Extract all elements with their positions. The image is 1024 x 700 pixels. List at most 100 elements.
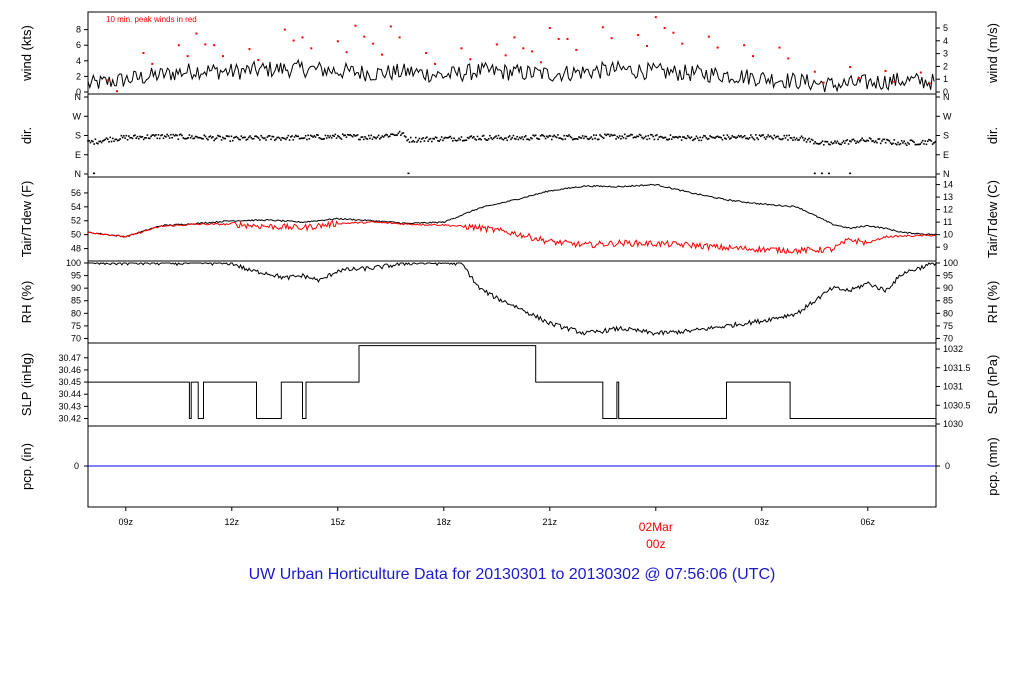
dir-point [567,135,569,138]
dir-point [554,135,557,138]
dir-point [496,137,499,140]
dir-point [654,134,657,137]
temp-f-tick-label: 54 [71,202,81,212]
dir-point [874,140,877,142]
dir-point [172,133,175,136]
dir-point [459,138,462,141]
temp-c-tick-label: 14 [943,180,953,190]
dir-point [635,136,637,139]
dir-point [849,172,852,175]
rh-right-tick-label: 75 [943,321,953,331]
wind-peak-point [469,58,472,61]
rh-right-tick-label: 95 [943,271,953,281]
dir-point [705,137,708,139]
dir-point [803,139,805,142]
dir-point [247,136,250,139]
dir-point [602,137,605,139]
wind-peak-point [213,44,216,47]
wind-peak-point [601,26,604,29]
dir-point [494,136,496,138]
dir-point [178,133,181,136]
dir-point [658,136,661,138]
dir-point [338,135,340,138]
dir-point [95,142,98,144]
dir-point [463,139,465,142]
wind-peak-point [637,34,640,37]
dir-point [852,138,855,141]
x-tick-label: 03z [755,517,770,527]
dir-point [753,138,756,141]
dir-point [570,136,573,139]
wind-peak-point [575,48,578,51]
dir-point [328,136,330,139]
dir-point [226,135,229,137]
dir-point [158,137,161,140]
dir-point [317,134,319,136]
wind-peak-point [610,37,613,40]
dir-point [113,140,115,143]
dir-point [307,134,309,137]
rh-left-label: RH (%) [19,281,34,324]
dir-point [886,138,888,141]
dir-point [648,137,651,140]
dir-point [774,136,777,139]
dir-point [358,138,360,141]
dir-point [766,136,768,138]
dir-point [379,137,381,140]
rh-right-label: RH (%) [985,281,1000,324]
dir-point [391,133,394,135]
dir-point [921,139,924,142]
dir-point [490,137,492,139]
dir-point [104,138,107,141]
dir-point [811,139,814,142]
dir-point [717,136,720,138]
dir-point [710,136,713,138]
dir-point [267,135,270,137]
slp-hpa-tick-label: 1031.5 [943,363,971,373]
dir-point [552,135,554,138]
x-tick-label: 09z [119,517,134,527]
dir-point [217,134,219,137]
wind-peak-point [186,55,189,58]
wind-peak-point [372,42,375,45]
dir-point [845,139,847,142]
dir-point [299,137,302,140]
wind-peak-point [389,25,392,28]
dir-point [140,136,142,138]
dir-point [646,138,648,141]
dir-point [695,135,698,138]
dir-point [620,137,622,140]
dir-point [454,139,457,142]
dir-point [297,135,300,138]
dir-point [339,137,342,139]
dir-point [804,137,807,140]
wind-peak-point [283,28,286,31]
dir-point [197,136,199,139]
dir-point [102,140,104,142]
dir-right-tick-label: E [943,150,949,160]
dir-point [657,138,659,141]
dir-point [815,142,818,145]
dir-point [306,138,308,141]
dir-point [335,137,338,139]
wind-peak-point [707,35,710,38]
dir-point [860,139,862,141]
dir-point [473,136,475,138]
dir-point [876,141,878,144]
dir-right-label: dir. [985,127,1000,144]
dir-point [656,134,658,136]
dir-point [474,138,476,140]
dir-point [795,137,798,140]
dir-point [773,134,776,137]
dir-point [813,172,816,175]
dir-point [240,135,243,137]
dir-point [354,135,356,137]
x-tick-label: 15z [331,517,346,527]
dir-point [153,135,156,137]
dir-point [771,136,773,139]
dir-point [192,137,194,140]
dir-point [910,139,913,142]
dir-point [857,141,860,144]
dir-point [868,137,871,139]
dir-point [581,135,584,137]
